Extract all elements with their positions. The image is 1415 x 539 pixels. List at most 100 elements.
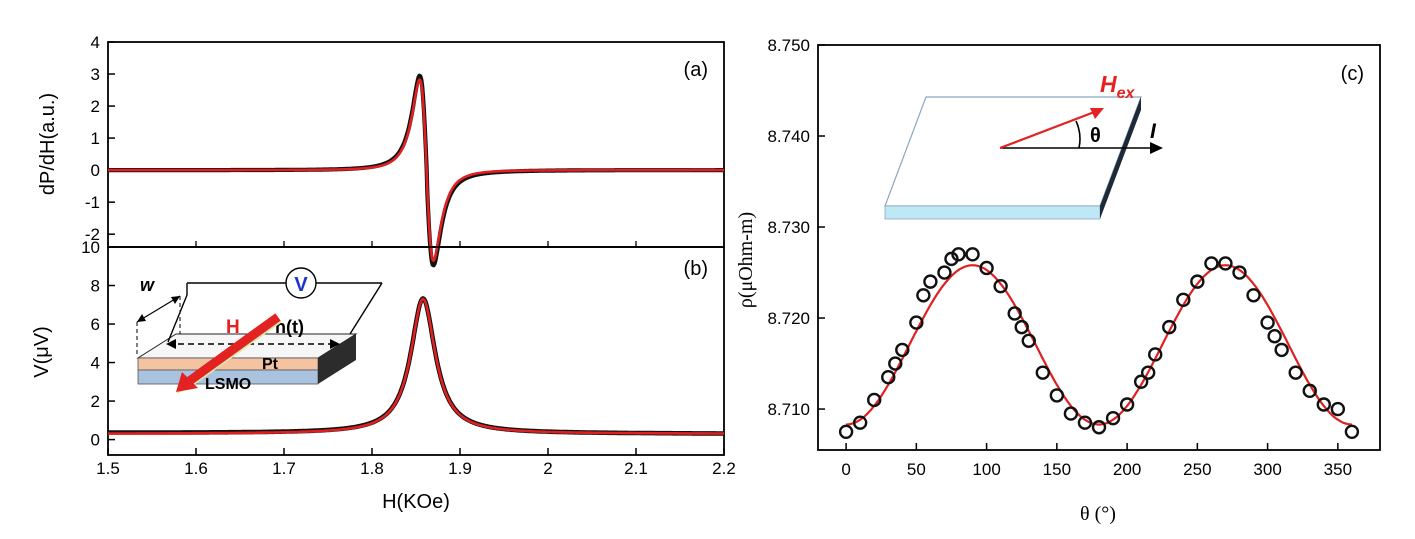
panel-a-ticks: -2 -1 0 1 2 3 4 [85,33,725,247]
data-point [916,288,931,303]
inset-c-slab-side [1100,97,1141,219]
data-point [895,342,910,358]
fit-curve [107,297,725,435]
w-arrow-head-2 [137,314,146,322]
voltmeter-icon [285,267,317,299]
data-point [923,274,938,289]
data-point [1274,342,1289,358]
inset-c-theta-label: θ [1090,125,1101,147]
panel-b-xlabel: H(KOe) [382,491,450,513]
data-point [1147,347,1163,362]
data-point [1007,306,1022,321]
panel-b-ticks: 0 2 4 6 8 10 1.5 1.6 1.7 1.8 1.9 2 2.1 2.2 [81,238,736,478]
x-tick-label: 1.5 [96,459,120,478]
inset-schematic-b: V w h(t) H Pt LSMO [136,267,383,394]
y-tick-label: 8.710 [767,400,810,419]
data-point [965,247,980,262]
data-point [993,278,1008,294]
panel-c-label: (c) [1341,63,1364,85]
x-tick-label: 0 [841,460,850,479]
w-arrow-head-1 [171,296,180,304]
x-tick-label: 350 [1324,460,1352,479]
y-tick-label: 2 [91,97,100,116]
inset-b-wire-right [349,282,383,335]
y-tick-label: 6 [91,315,100,334]
data-point [1133,374,1149,389]
x-tick-label: 2.1 [624,459,648,478]
panel-a-label: (a) [684,59,708,81]
data-point [951,247,966,262]
data-point [1344,424,1360,439]
x-tick-label: 2.2 [712,459,736,478]
inset-c-hex-label: Hex [1100,71,1136,102]
data-point [1049,388,1065,403]
data-point [1330,401,1346,417]
data-point [1204,256,1219,271]
inset-b-ht-label: h(t) [275,317,304,337]
x-tick-label: 2 [543,459,552,478]
fit-curve [846,264,1352,426]
panel-b-label: (b) [684,258,708,280]
y-tick-label: 10 [81,238,100,257]
data-point [867,392,882,408]
data-point [1288,365,1303,380]
panel-c-series [838,247,1360,439]
inset-c-hex-base: H [1100,71,1117,97]
inset-b-lsmo-label: LSMO [205,376,251,393]
h-field-arrow-head [176,372,198,392]
inset-c-slab-top [884,96,1142,207]
data-point [1246,288,1261,303]
x-tick-label: 250 [1183,460,1211,479]
y-tick-label: -1 [85,193,100,212]
y-tick-label: 0 [91,161,100,180]
y-tick-label: 1 [91,129,100,148]
y-tick-label: 0 [91,431,100,450]
panel-c-xlabel: θ (°) [1080,503,1116,525]
panel-a-frame [107,41,725,248]
data-point [1302,383,1317,399]
data-point [1140,365,1156,380]
inset-c-i-label: I [1150,120,1157,143]
data-point [1162,319,1177,335]
data-point [881,369,896,385]
x-tick-label: 50 [907,460,926,479]
inset-b-h-label: H [226,317,240,338]
panel-b-ylabel: V(μV) [31,326,53,378]
panel-b-frame [107,246,725,456]
data-point [888,356,903,371]
y-tick-label: 8.730 [767,218,810,237]
data-point [852,415,868,430]
inset-b-side [318,334,356,384]
inset-b-pt-label: Pt [262,356,279,373]
ht-arrow-head-left [166,339,176,349]
x-tick-label: 200 [1113,460,1141,479]
inset-b-v-label: V [294,274,308,296]
inset-schematic-c: θ I Hex [884,71,1163,220]
theta-arc [1075,120,1081,149]
panel-c: 8.710 8.720 8.730 8.740 8.750 0 50 100 150 200 250… [735,36,1381,525]
x-tick-label: 300 [1253,460,1281,479]
x-tick-label: 100 [972,460,1000,479]
data-point [1063,406,1079,421]
y-tick-label: 8.750 [767,36,810,55]
x-tick-label: 1.6 [184,459,208,478]
data-point [1218,256,1233,271]
inset-b-wire-left-down [167,294,188,343]
fit-curve [107,78,725,263]
w-dimension-line [136,295,181,323]
y-tick-label: 4 [91,33,100,52]
data-point [909,315,924,330]
y-tick-label: -2 [85,225,100,244]
h-field-arrow [185,313,281,386]
ht-arrow-head-right [330,339,340,349]
y-tick-label: 8 [91,277,100,296]
data-point [1014,319,1029,335]
data-point [1267,329,1282,344]
data-point [1190,274,1205,289]
x-tick-label: 1.7 [272,459,296,478]
panel-a-ylabel: dP/dH(a.u.) [37,93,59,195]
data-point [1232,265,1247,280]
panel-a: -2 -1 0 1 2 3 4 (a) dP/dH(a.u.) [37,33,726,268]
inset-c-slab-front [884,205,1101,220]
